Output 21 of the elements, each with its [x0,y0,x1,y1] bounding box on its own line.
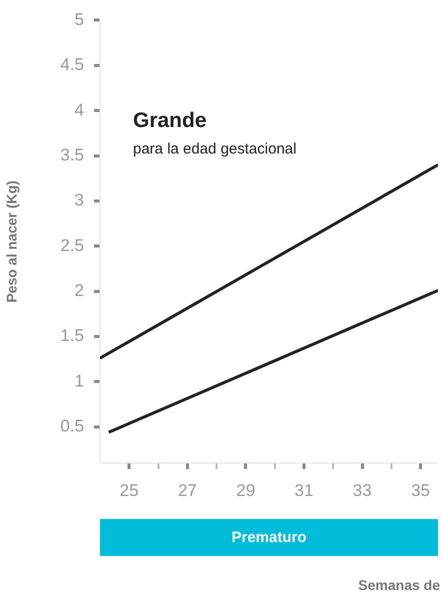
annotation: Grande [133,108,207,132]
x-tick-label: 31 [294,480,314,500]
y-tick-label: 5 [74,10,84,29]
y-tick-label: 1.5 [60,326,84,346]
text: Semanas de [358,576,440,593]
y-tick-label: 4.5 [60,55,84,74]
y-tick-label: 0.5 [60,416,84,436]
x-tick-label: 25 [120,480,139,500]
y-tick-label: 2.5 [60,236,84,255]
y-tick-label: 4 [74,100,84,120]
label-banner: Prematuro [100,519,438,556]
x-tick-label: 27 [178,480,197,500]
annotation: para la edad gestacional [133,140,296,158]
x-tick-label: 33 [352,480,372,500]
y-tick-label: 2 [74,280,84,300]
y-tick-label: 1 [74,371,84,390]
y-tick-label: 3.5 [60,145,84,164]
x-tick-label: 35 [411,480,430,500]
y-axis-title: Peso al nacer (Kg) [3,180,20,303]
x-tick-label: 29 [236,480,256,500]
y-tick-label: 3 [74,190,84,210]
